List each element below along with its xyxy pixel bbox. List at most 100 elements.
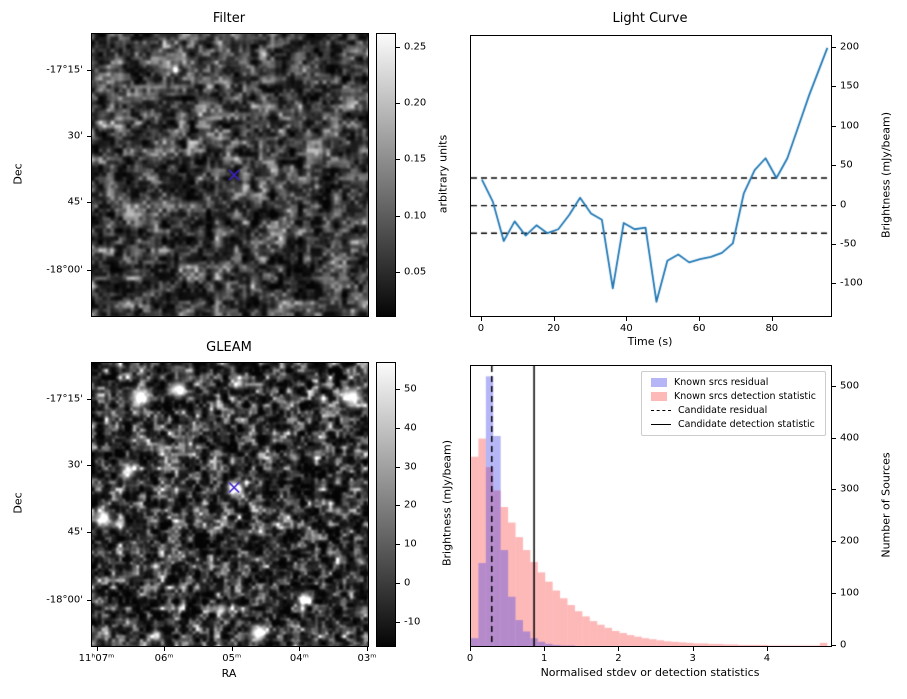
tick-mark xyxy=(544,647,546,651)
tick-mark xyxy=(832,46,836,48)
tick-label: 30' xyxy=(67,130,83,142)
tick-mark xyxy=(87,135,91,137)
light-curve-title: Light Curve xyxy=(612,11,688,26)
tick-mark xyxy=(396,272,400,274)
tick-mark xyxy=(699,317,701,321)
tick-mark xyxy=(771,317,773,321)
tick-mark xyxy=(832,489,836,491)
tick-mark xyxy=(396,389,400,391)
light-curve-y-axis: -100 -50 0 50 100 150 200 xyxy=(832,35,878,315)
tick-mark xyxy=(832,283,836,285)
filter-y-axis: -17°15' 30' 45' -18°00' xyxy=(34,33,91,315)
tick-label: 60 xyxy=(692,323,706,334)
filter-image-plot xyxy=(91,33,369,317)
tick-label: 0.05 xyxy=(404,266,427,278)
legend-item: Known srcs residual xyxy=(651,377,816,388)
tick-mark xyxy=(766,647,768,651)
tick-label: 06ᵐ xyxy=(154,653,174,664)
tick-mark xyxy=(396,544,400,546)
tick-label: 200 xyxy=(840,535,860,547)
tick-label: 40 xyxy=(404,422,417,434)
tick-label: 0 xyxy=(466,653,474,664)
tick-mark xyxy=(231,647,233,651)
tick-mark xyxy=(832,165,836,167)
tick-mark xyxy=(396,621,400,623)
tick-mark xyxy=(164,647,166,651)
tick-mark xyxy=(832,645,836,646)
tick-label: 20 xyxy=(404,499,417,511)
tick-label: 0 xyxy=(840,639,847,651)
light-curve-x-axis: 0 20 40 60 80 xyxy=(470,317,830,337)
gleam-x-axis: 11ʰ07ᵐ 06ᵐ 05ᵐ 04ᵐ 03ᵐ xyxy=(79,647,376,667)
tick-mark xyxy=(832,86,836,88)
light-curve-ylabel: Brightness (mJy/beam) xyxy=(879,111,893,239)
tick-mark xyxy=(618,647,620,651)
tick-mark xyxy=(396,102,400,104)
tick-label: 500 xyxy=(840,380,860,392)
tick-label: 10 xyxy=(404,538,417,550)
tick-mark xyxy=(87,399,91,401)
tick-label: -18°00' xyxy=(46,264,83,276)
tick-label: 04ᵐ xyxy=(289,653,309,664)
tick-mark xyxy=(832,593,836,595)
tick-mark xyxy=(626,317,628,321)
tick-mark xyxy=(832,204,836,206)
tick-label: -10 xyxy=(404,616,421,628)
tick-mark xyxy=(396,505,400,507)
gleam-ylabel: Dec xyxy=(11,492,25,514)
tick-mark xyxy=(87,465,91,467)
tick-mark xyxy=(396,159,400,161)
legend: Known srcs residual Known srcs detection … xyxy=(641,371,826,436)
tick-mark xyxy=(367,647,368,651)
tick-mark xyxy=(396,46,400,48)
histogram-xlabel: Normalised stdev or detection statistics xyxy=(540,666,760,679)
tick-mark xyxy=(553,317,555,321)
tick-label: 50 xyxy=(840,159,853,171)
tick-label: 45' xyxy=(67,526,83,538)
tick-label: 0 xyxy=(404,577,411,589)
tick-label: 300 xyxy=(840,483,860,495)
tick-mark xyxy=(832,244,836,245)
filter-ylabel: Dec xyxy=(11,163,25,185)
tick-mark xyxy=(832,125,836,127)
tick-label: 0.20 xyxy=(404,97,427,109)
tick-mark xyxy=(832,541,836,543)
gleam-xlabel: RA xyxy=(221,667,237,680)
legend-label: Known srcs residual xyxy=(674,377,769,388)
tick-label: 200 xyxy=(840,41,860,53)
tick-label: 2 xyxy=(615,653,622,664)
tick-label: 50 xyxy=(404,383,417,395)
tick-label: -17°15' xyxy=(46,64,83,76)
tick-label: 0.10 xyxy=(404,210,427,222)
tick-mark xyxy=(396,215,400,217)
tick-label: 100 xyxy=(840,120,860,132)
tick-mark xyxy=(87,202,91,204)
light-curve-xlabel: Time (s) xyxy=(627,335,673,348)
gleam-y-axis: -17°15' 30' 45' -18°00' xyxy=(34,362,91,645)
tick-label: 1 xyxy=(541,653,548,664)
tick-mark xyxy=(480,317,482,321)
tick-mark xyxy=(832,385,836,387)
tick-label: -18°00' xyxy=(46,594,83,606)
filter-colorbar xyxy=(376,33,396,317)
tick-mark xyxy=(470,647,471,651)
legend-item: Known srcs detection statistic xyxy=(651,391,816,402)
tick-label: 0 xyxy=(477,323,485,334)
tick-label: -100 xyxy=(840,277,863,289)
tick-label: 80 xyxy=(765,323,779,334)
tick-label: 0 xyxy=(840,199,847,211)
gleam-title: GLEAM xyxy=(206,340,252,355)
legend-item: Candidate detection statistic xyxy=(651,419,816,430)
filter-title: Filter xyxy=(212,11,246,26)
tick-label: 20 xyxy=(547,323,560,334)
tick-mark xyxy=(87,269,91,271)
tick-mark xyxy=(396,427,400,429)
light-curve-plot xyxy=(470,35,832,317)
filter-colorbar-axis: 0.25 0.20 0.15 0.10 0.05 xyxy=(396,33,438,315)
tick-mark xyxy=(87,531,91,533)
legend-label: Candidate residual xyxy=(678,405,768,416)
legend-patch-swatch xyxy=(651,378,667,387)
filter-colorbar-label: arbitrary units xyxy=(436,134,450,214)
histogram-y-axis: 0 100 200 300 400 500 xyxy=(832,365,878,651)
